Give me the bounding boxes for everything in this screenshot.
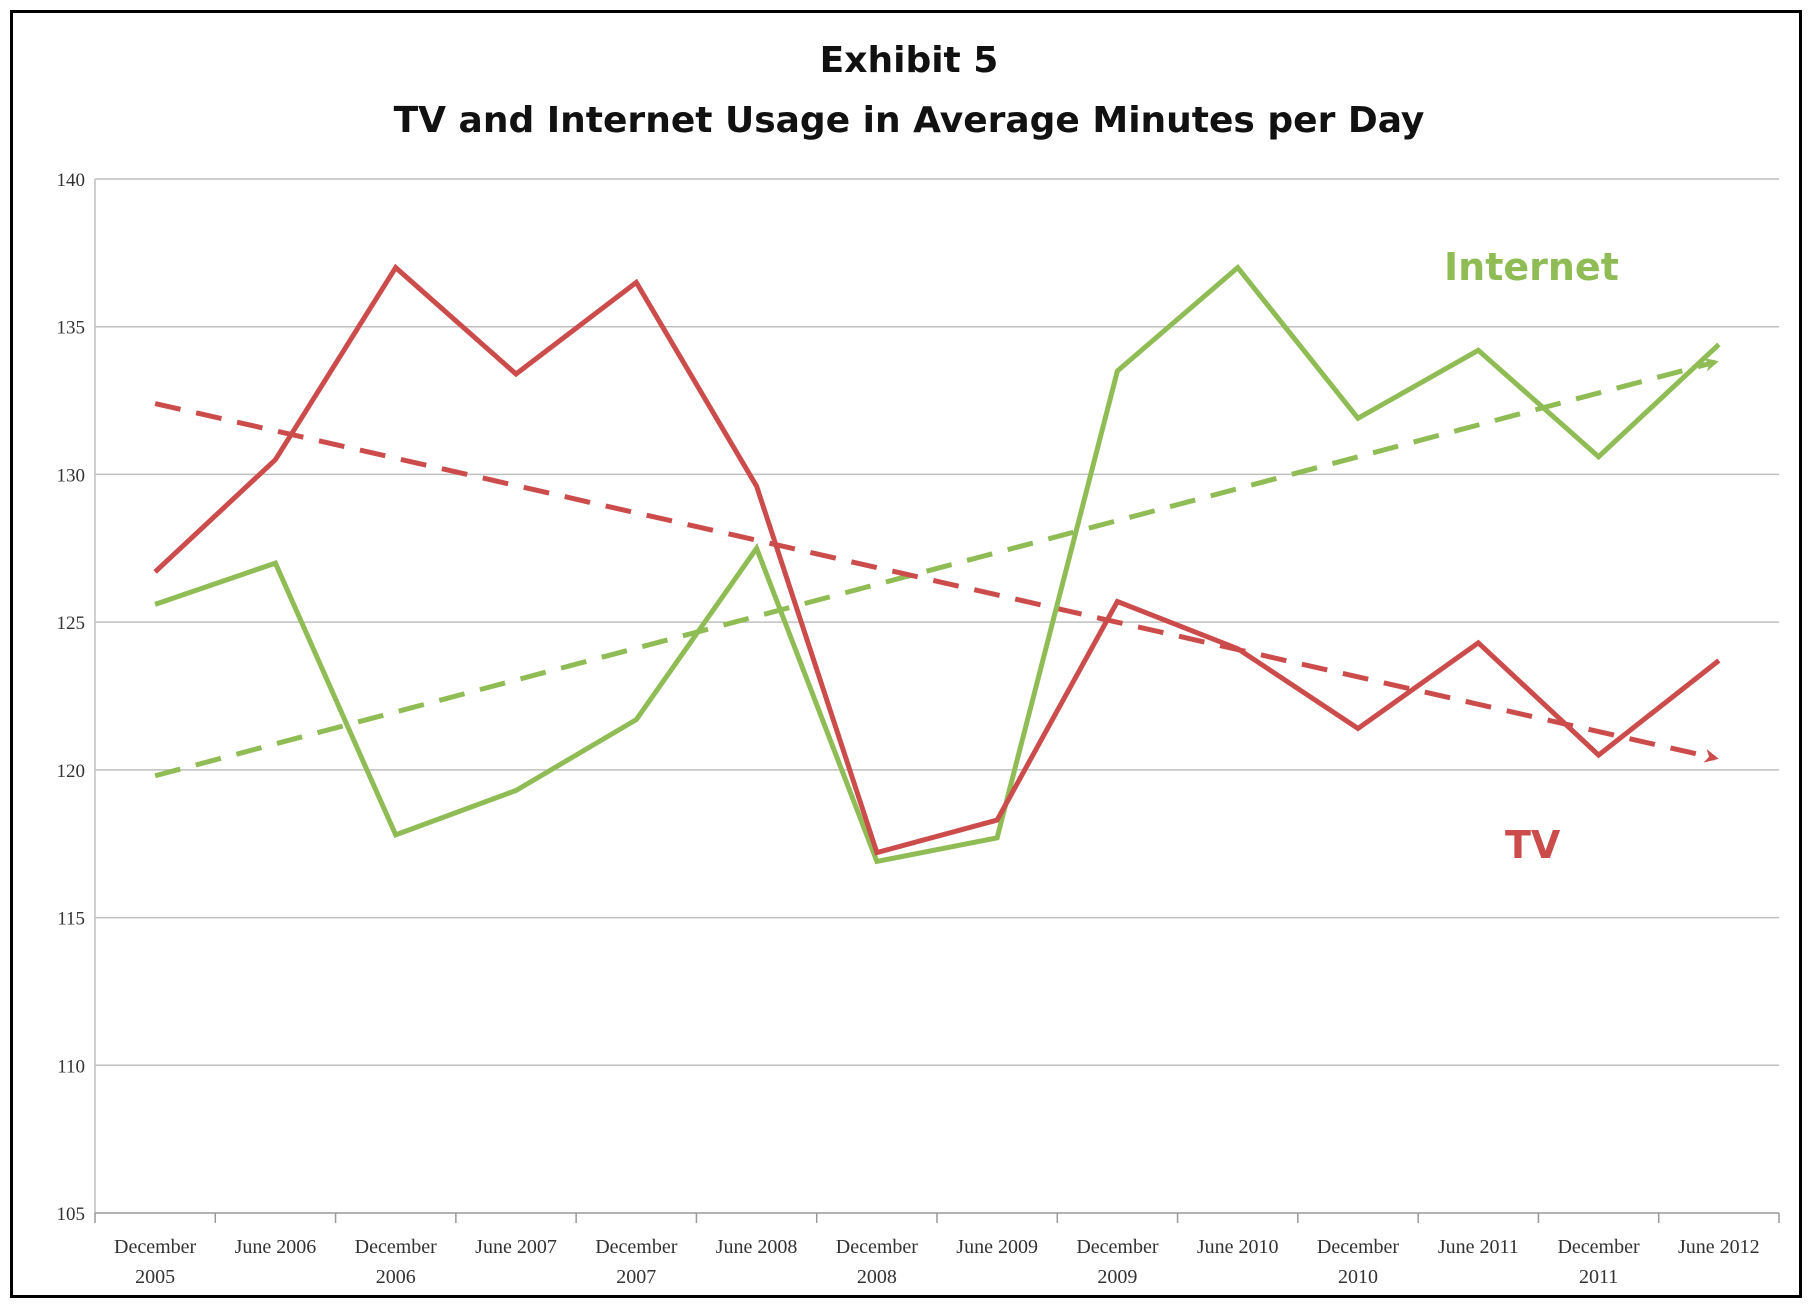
y-tick-115: 115 (57, 909, 85, 930)
chart-frame (10, 10, 1802, 1298)
chart-subtitle: TV and Internet Usage in Average Minutes… (394, 100, 1425, 141)
y-tick-140: 140 (57, 170, 86, 191)
x-tick-label: December 2006 (355, 1236, 438, 1288)
series-lines (153, 263, 1721, 865)
series-line-tv (153, 263, 1721, 856)
trend-lines (154, 357, 1719, 779)
y-tick-120: 120 (57, 761, 86, 782)
x-tick-label: December 2011 (1557, 1236, 1640, 1288)
x-tick-label: June 2007 (475, 1236, 557, 1258)
x-tick-label: December 2009 (1076, 1236, 1159, 1288)
series-line-internet (154, 264, 1721, 865)
x-tick-label: June 2009 (956, 1236, 1038, 1258)
x-tick-label: June 2006 (235, 1236, 317, 1258)
y-tick-135: 135 (57, 318, 86, 339)
x-tick-labels: December 2005 June 2006 December 2006 June 20… (114, 1236, 1760, 1288)
x-tick-label: December 2005 (114, 1236, 197, 1288)
series-label-tv: TV (1505, 823, 1561, 867)
grid-lines (95, 178, 1779, 1067)
x-tick-label: December 2010 (1317, 1236, 1400, 1288)
x-tick-label: December 2007 (595, 1236, 678, 1288)
x-tick-label: June 2012 (1678, 1236, 1760, 1258)
y-tick-105: 105 (57, 1204, 86, 1225)
trend-line-tv (154, 401, 1719, 763)
series-label-internet: Internet (1444, 245, 1619, 289)
x-tick-label: June 2008 (716, 1236, 798, 1258)
y-tick-labels: 105 110 115 120 125 130 135 140 (57, 170, 86, 1225)
x-tick-label: June 2010 (1197, 1236, 1279, 1258)
chart-title: Exhibit 5 (820, 40, 999, 81)
axes (94, 179, 1780, 1223)
y-tick-130: 130 (57, 465, 86, 486)
y-tick-125: 125 (57, 613, 86, 634)
x-tick-label: December 2008 (836, 1236, 919, 1288)
x-tick-label: June 2011 (1438, 1236, 1519, 1258)
y-tick-110: 110 (57, 1056, 85, 1077)
trend-line-internet (154, 357, 1719, 779)
